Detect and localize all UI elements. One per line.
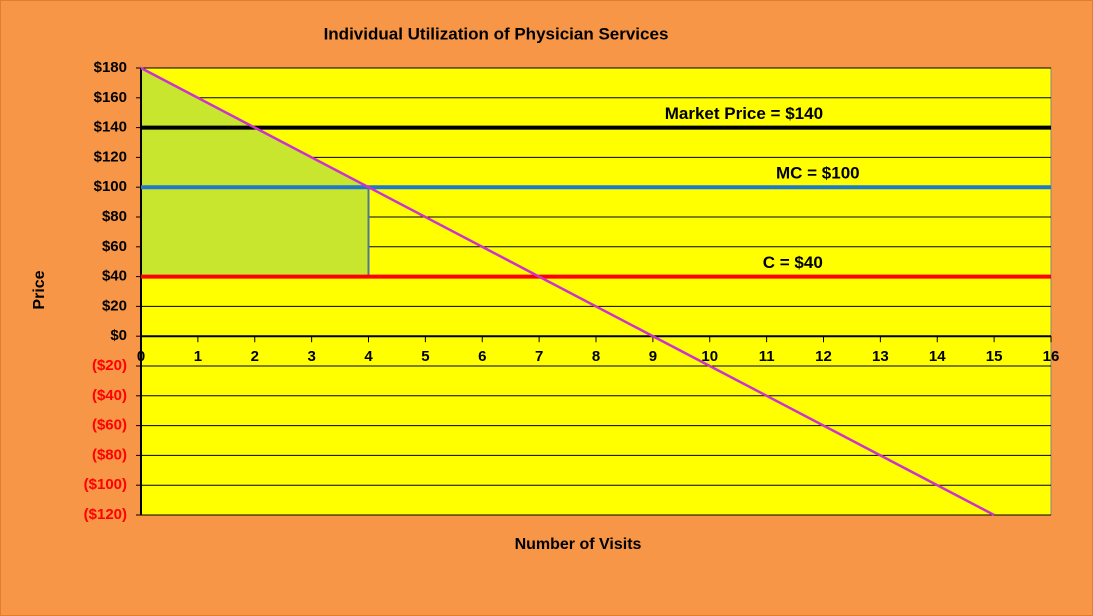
- x-tick-label: 4: [364, 348, 373, 365]
- y-tick-label: $120: [94, 148, 127, 165]
- series-line: [140, 66, 995, 517]
- x-tick-label: 16: [1043, 348, 1060, 365]
- x-tick-label: 9: [649, 348, 657, 365]
- y-tick-label: $80: [102, 208, 127, 225]
- line-label: Market Price = $140: [665, 104, 823, 123]
- y-tick-label: $20: [102, 297, 127, 314]
- line-label: C = $40: [763, 253, 823, 272]
- x-tick-label: 8: [592, 348, 600, 365]
- y-tick-label: $100: [94, 178, 127, 195]
- x-tick-label: 1: [194, 348, 202, 365]
- y-tick-label: ($40): [92, 387, 127, 404]
- x-tick-label: 11: [759, 348, 775, 365]
- chart-title: Individual Utilization of Physician Serv…: [324, 24, 669, 43]
- x-tick-label: 6: [478, 348, 486, 365]
- line-label: MC = $100: [776, 164, 860, 183]
- y-tick-label: ($20): [92, 357, 127, 374]
- x-tick-label: 0: [137, 348, 145, 365]
- y-tick-label: ($80): [92, 446, 127, 463]
- x-tick-label: 7: [535, 348, 543, 365]
- y-tick-label: $160: [94, 89, 127, 106]
- x-tick-label: 5: [421, 348, 429, 365]
- x-tick-label: 12: [815, 348, 832, 365]
- y-tick-label: $140: [94, 119, 127, 136]
- y-tick-label: ($120): [84, 506, 127, 523]
- x-tick-label: 13: [872, 348, 889, 365]
- x-axis-title: Number of Visits: [515, 536, 642, 553]
- x-tick-label: 14: [929, 348, 946, 365]
- y-axis-title: Price: [31, 270, 48, 309]
- y-tick-label: ($100): [84, 476, 127, 493]
- x-tick-label: 15: [986, 348, 1003, 365]
- x-tick-label: 10: [701, 348, 718, 365]
- x-tick-label: 2: [251, 348, 259, 365]
- y-tick-label: ($60): [92, 417, 127, 434]
- y-tick-label: $0: [110, 327, 127, 344]
- y-tick-label: $40: [102, 268, 127, 285]
- y-tick-label: $180: [94, 59, 127, 76]
- x-tick-label: 3: [307, 348, 315, 365]
- plot-area: [140, 67, 1052, 516]
- y-tick-label: $60: [102, 238, 127, 255]
